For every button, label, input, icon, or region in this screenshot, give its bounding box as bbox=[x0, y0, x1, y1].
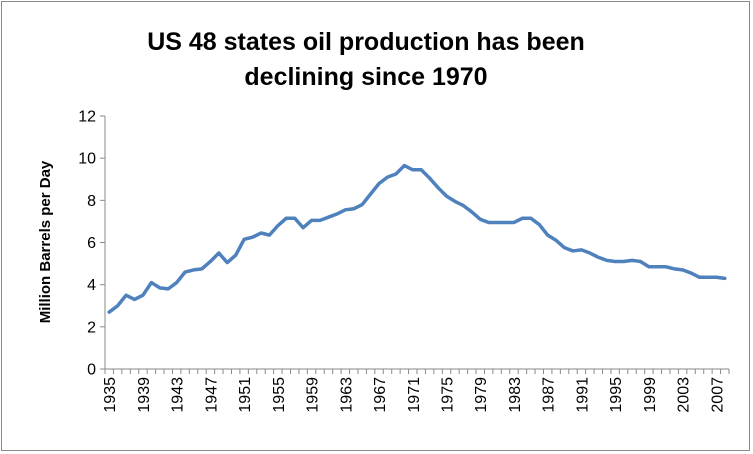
y-tick-label: 8 bbox=[87, 193, 96, 210]
x-tick-label: 1987 bbox=[541, 377, 558, 413]
x-tick-label: 1971 bbox=[406, 377, 423, 413]
series-line bbox=[107, 163, 727, 314]
x-tick-label: 1983 bbox=[507, 377, 524, 413]
x-tick-label: 1975 bbox=[440, 377, 457, 413]
y-tick-labels: 0 2 4 6 8 10 12 bbox=[78, 109, 105, 379]
y-tick-label: 10 bbox=[78, 151, 96, 168]
chart-title-line-1: US 48 states oil production has been bbox=[147, 28, 585, 56]
x-tick-label: 1959 bbox=[305, 377, 322, 413]
y-tick-label: 4 bbox=[87, 277, 96, 294]
x-tick-label: 1951 bbox=[237, 377, 254, 413]
y-tick-label: 12 bbox=[78, 109, 96, 126]
chart-title-line-2: declining since 1970 bbox=[244, 63, 487, 91]
x-tick-label: 1991 bbox=[574, 377, 591, 413]
x-tick-label: 1939 bbox=[136, 377, 153, 413]
y-tick-label: 2 bbox=[87, 319, 96, 336]
axes bbox=[104, 116, 729, 370]
x-tick-label: 1995 bbox=[608, 377, 625, 413]
x-tick-label: 2003 bbox=[676, 377, 693, 413]
y-tick-label: 6 bbox=[87, 235, 96, 252]
x-tick-label: 1955 bbox=[271, 377, 288, 413]
x-tick-label: 1935 bbox=[102, 377, 119, 413]
x-tick-label: 1967 bbox=[372, 377, 389, 413]
x-tick-labels: 1935 1939 1943 1947 1951 1955 1959 1963 1967 1971… bbox=[102, 369, 730, 413]
x-tick-label: 1979 bbox=[473, 377, 490, 413]
x-tick-label: 1943 bbox=[170, 377, 187, 413]
y-axis-label: Million Barrels per Day bbox=[37, 160, 54, 323]
x-tick-label: 1999 bbox=[642, 377, 659, 413]
y-tick-label: 0 bbox=[87, 362, 96, 379]
x-tick-label: 1963 bbox=[338, 377, 355, 413]
x-tick-label: 2007 bbox=[709, 377, 726, 413]
series-layer bbox=[107, 163, 727, 314]
x-tick-label: 1947 bbox=[203, 377, 220, 413]
